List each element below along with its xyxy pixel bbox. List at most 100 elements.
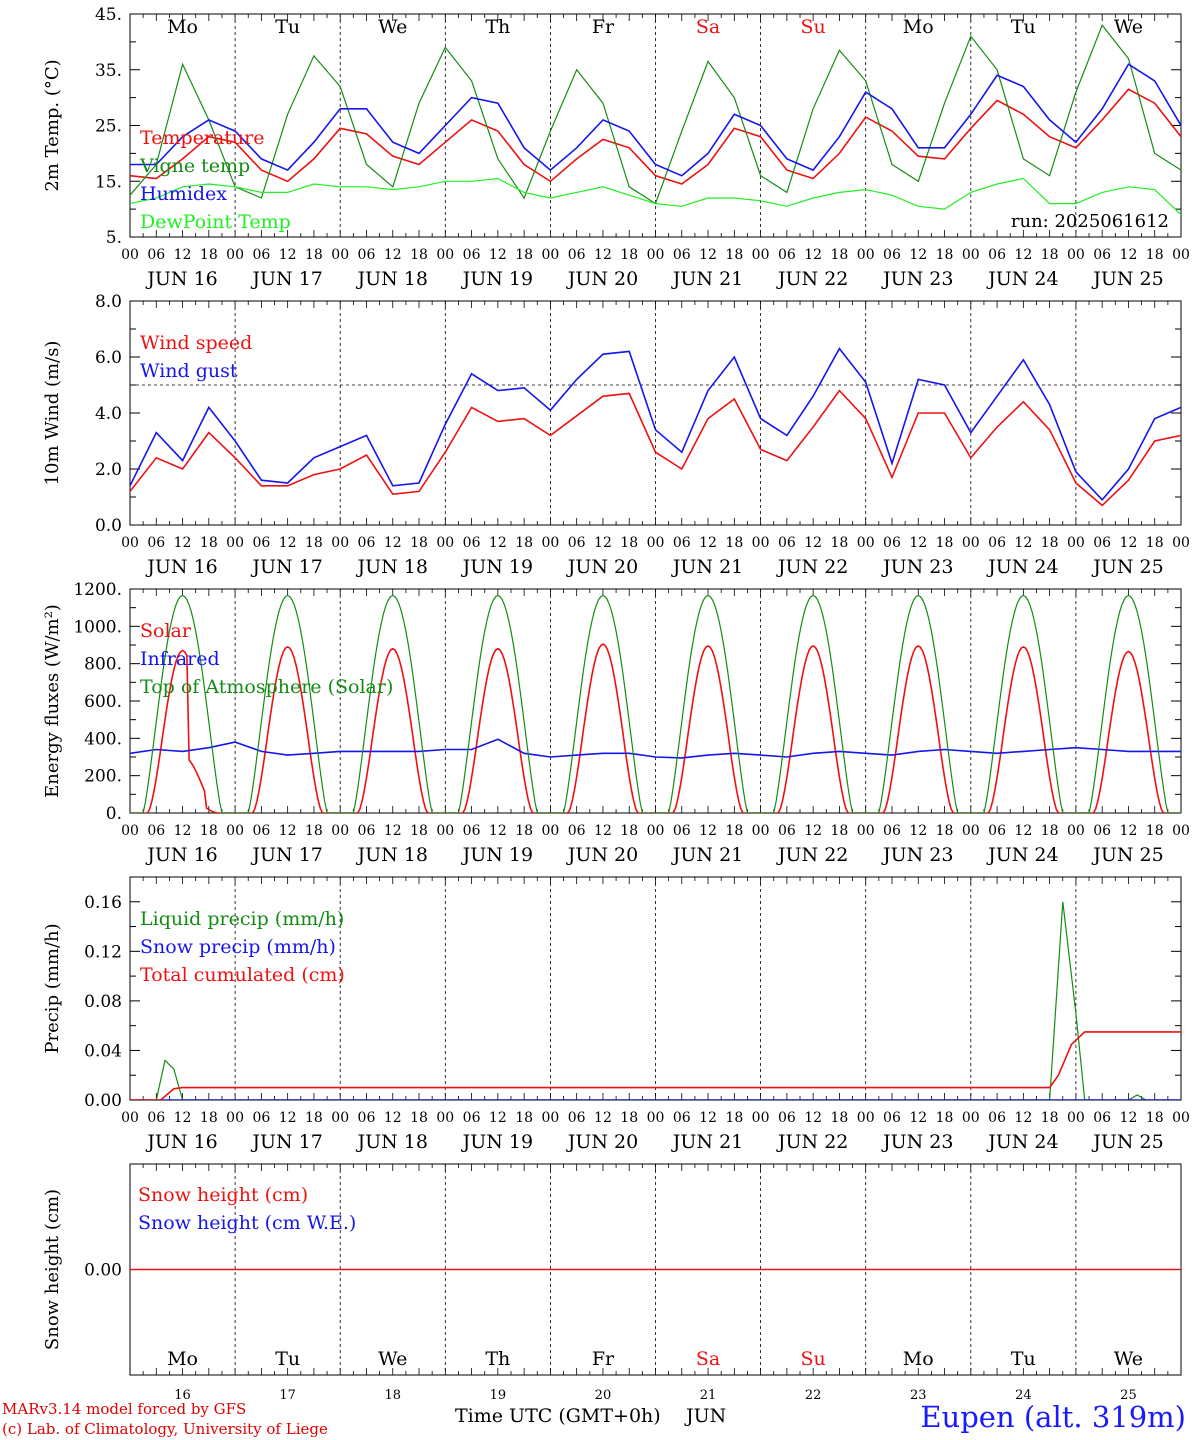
x-hour-label: 12 (909, 1110, 927, 1126)
panel-temp: 5. 15. 25. 35. 45. 2m Temp. (°C) 00 06 12 18 JUN 1… (42, 5, 1190, 290)
x-date-label: JUN 23 (881, 556, 953, 578)
x-hour-label: 00 (436, 247, 454, 263)
x-hour-label: 12 (384, 247, 402, 263)
weekday-label: Tu (275, 1348, 300, 1370)
x-hour-label: 00 (541, 1110, 559, 1126)
x-hour-label: 00 (752, 535, 770, 551)
x-hour-label: 00 (121, 823, 139, 839)
x-hour-label: 06 (988, 535, 1006, 551)
x-axis-title: Time UTC (GMT+0h) (455, 1405, 661, 1427)
x-hour-label: 06 (252, 535, 270, 551)
panel-wind: 0.0 2.0 4.0 6.0 8.0 10m Wind (m/s) 00 06 12 18 JUN… (42, 292, 1190, 578)
x-hour-label: 12 (804, 247, 822, 263)
x-hour-label: 18 (1041, 535, 1059, 551)
x-date-label: JUN 21 (671, 1131, 743, 1153)
x-hour-label: 06 (463, 535, 481, 551)
day-number-label: 21 (700, 1388, 717, 1403)
x-hour-label: 00 (1067, 535, 1085, 551)
weekday-label: Mo (903, 1348, 934, 1370)
x-hour-label: 18 (410, 247, 428, 263)
x-hour-label: 06 (883, 535, 901, 551)
x-date-label: JUN 24 (986, 268, 1058, 290)
x-hour-label: 12 (384, 1110, 402, 1126)
legend-entry: Wind gust (140, 360, 238, 382)
x-hour-label: 18 (515, 1110, 533, 1126)
x-hour-label: 12 (699, 535, 717, 551)
x-hour-label: 12 (1120, 247, 1138, 263)
x-hour-label: 06 (568, 535, 586, 551)
x-date-label: JUN 16 (145, 1131, 217, 1153)
legend-entry: Humidex (140, 183, 227, 205)
x-hour-label: 00 (226, 535, 244, 551)
series-line-vigne-temp (130, 24, 1181, 205)
day-number-label: 16 (174, 1388, 191, 1403)
weekday-label: Fr (592, 16, 615, 38)
x-hour-label: 12 (909, 535, 927, 551)
series-line-infrared (130, 738, 1181, 759)
x-hour-label: 12 (279, 1110, 297, 1126)
y-axis-label: Precip (mm/h) (42, 923, 63, 1053)
x-hour-label: 06 (463, 823, 481, 839)
x-date-label: JUN 18 (356, 556, 428, 578)
x-hour-label: 18 (831, 247, 849, 263)
x-hour-label: 00 (647, 535, 665, 551)
x-hour-label: 06 (568, 247, 586, 263)
y-axis-label: Energy fluxes (W/m²) (42, 604, 63, 798)
x-hour-label: 06 (778, 247, 796, 263)
y-axis-label: 10m Wind (m/s) (42, 341, 63, 486)
x-hour-label: 12 (489, 1110, 507, 1126)
x-hour-label: 12 (1014, 247, 1032, 263)
series-line-humidex (130, 63, 1181, 177)
x-hour-label: 06 (673, 823, 691, 839)
x-hour-label: 00 (1067, 823, 1085, 839)
x-hour-label: 18 (725, 247, 743, 263)
weekday-label: Th (485, 16, 510, 38)
legend-entry: Liquid precip (mm/h) (140, 908, 344, 930)
x-hour-label: 12 (174, 247, 192, 263)
x-hour-label: 00 (436, 823, 454, 839)
x-hour-label: 06 (883, 247, 901, 263)
y-tick-label: 2.0 (95, 460, 122, 480)
x-hour-label: 06 (988, 823, 1006, 839)
x-hour-label: 18 (620, 247, 638, 263)
panel-snow: 0.00 Snow height (cm) Mo 16 Tu 17 We 18 Th 19 Fr 20… (42, 1163, 1182, 1403)
x-hour-label: 18 (1146, 247, 1164, 263)
y-tick-label: 0.08 (84, 992, 122, 1012)
series-line-dewpoint-temp (130, 177, 1181, 216)
day-number-label: 17 (279, 1388, 296, 1403)
x-date-label: JUN 18 (356, 1131, 428, 1153)
weekday-label: Tu (1011, 1348, 1036, 1370)
x-hour-label: 06 (463, 247, 481, 263)
x-hour-label: 00 (331, 1110, 349, 1126)
x-hour-label: 18 (936, 535, 954, 551)
day-number-label: 22 (805, 1388, 822, 1403)
x-date-label: JUN 17 (250, 268, 322, 290)
y-tick-label: 600. (84, 692, 122, 712)
x-date-label: JUN 22 (776, 844, 848, 866)
x-hour-label: 00 (226, 1110, 244, 1126)
x-date-label: JUN 25 (1091, 844, 1163, 866)
x-hour-label: 00 (962, 535, 980, 551)
x-hour-label: 06 (988, 247, 1006, 263)
y-tick-label: 8.0 (95, 292, 122, 312)
weekday-label: Sa (696, 16, 720, 38)
x-hour-label: 18 (305, 247, 323, 263)
y-tick-label: 0.0 (95, 516, 122, 536)
station-name: Eupen (alt. 319m) (920, 1400, 1186, 1434)
weekday-label: Su (801, 1348, 826, 1370)
x-date-label: JUN 21 (671, 844, 743, 866)
x-hour-label: 00 (1067, 1110, 1085, 1126)
x-hour-label: 12 (1014, 823, 1032, 839)
credit-line-2: (c) Lab. of Climatology, University of L… (2, 1420, 328, 1438)
x-hour-label: 00 (857, 823, 875, 839)
x-hour-label: 18 (620, 1110, 638, 1126)
x-date-label: JUN 25 (1091, 556, 1163, 578)
series-line-liquid-precip-mm-h- (130, 901, 1181, 1100)
y-axis-label: 2m Temp. (°C) (42, 59, 63, 191)
day-number-label: 20 (595, 1388, 612, 1403)
x-hour-label: 18 (1146, 823, 1164, 839)
y-tick-label: 4.0 (95, 404, 122, 424)
x-hour-label: 06 (673, 247, 691, 263)
series-line-temperature (130, 88, 1181, 185)
x-hour-label: 00 (331, 823, 349, 839)
